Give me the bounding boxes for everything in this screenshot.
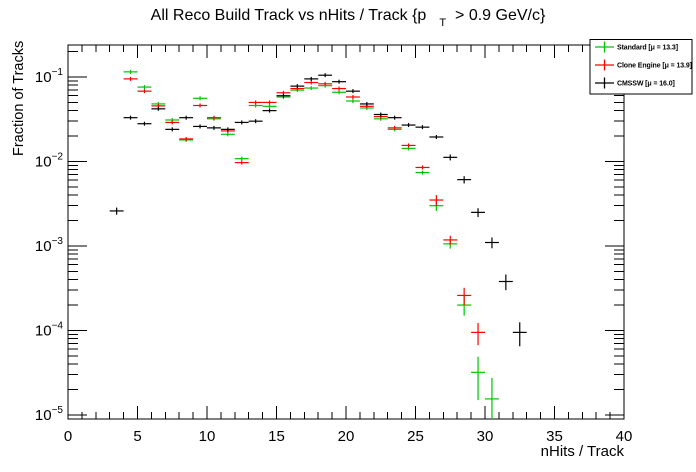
title-subscript: T [439, 17, 447, 29]
legend-entry-label: CMSSW [μ = 16.0] [617, 81, 675, 88]
y-axis-title: Fraction of Tracks [11, 40, 27, 156]
x-tick-label: 30 [477, 428, 494, 445]
y-tick-label: 10−4 [35, 321, 64, 340]
x-tick-label: 20 [338, 428, 355, 445]
x-tick-label: 10 [199, 428, 216, 445]
x-tick-label: 0 [64, 428, 72, 445]
x-tick-label: 5 [133, 428, 141, 445]
x-tick-label: 40 [616, 428, 633, 445]
y-tick-label: 10−1 [35, 67, 64, 86]
x-tick-label: 15 [268, 428, 285, 445]
y-tick-label: 10−5 [35, 405, 64, 424]
legend-box [589, 39, 693, 95]
x-tick-label: 35 [546, 428, 563, 445]
title-text-tail: > 0.9 GeV/c} [455, 7, 546, 24]
page-title: All Reco Build Track vs nHits / Track {p… [0, 7, 696, 29]
legend-entry-label: Clone Engine [μ = 13.9] [617, 63, 692, 70]
y-tick-label: 10−2 [35, 152, 64, 171]
y-tick-label: 10−3 [35, 236, 64, 255]
x-tick-label: 25 [407, 428, 424, 445]
legend-entry-label: Standard [μ = 13.3] [617, 45, 678, 52]
x-axis-title: nHits / Track [540, 443, 624, 460]
title-text: All Reco Build Track vs nHits / Track {p [150, 7, 427, 24]
